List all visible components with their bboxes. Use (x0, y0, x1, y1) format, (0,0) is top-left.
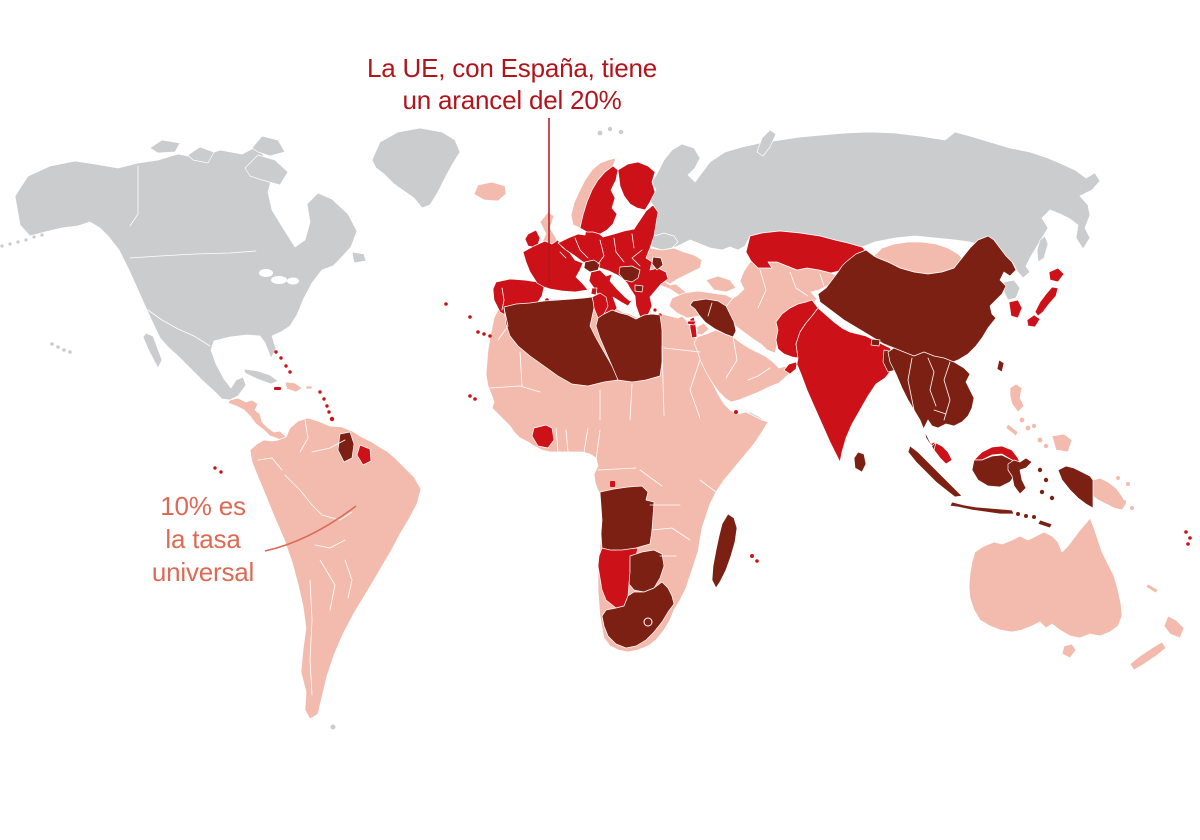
country-north-macedonia (634, 284, 644, 293)
country-moldova (651, 256, 664, 271)
country-iceland (473, 181, 507, 202)
country-north-korea (1003, 279, 1021, 301)
countries-rate-10 (227, 157, 1185, 720)
country-china (817, 235, 1017, 371)
island-luzon-philippines (1009, 383, 1025, 413)
moluccas-islands (1037, 467, 1055, 501)
country-south-korea (1008, 299, 1023, 319)
universal-annotation-line2: la tasa (165, 524, 241, 554)
island-taiwan (996, 359, 1005, 373)
island-cyprus (686, 320, 697, 326)
universal-annotation-line1: 10% es (160, 491, 246, 521)
country-france (522, 239, 589, 293)
lesser-sunda-islands (1016, 512, 1036, 519)
arctic-island-banks (149, 139, 181, 154)
island-sulawesi (1007, 457, 1033, 495)
country-angola (599, 485, 655, 551)
eu-annotation-line2: un arancel del 20% (402, 85, 622, 115)
country-india (783, 307, 893, 463)
country-french-guiana (356, 444, 372, 466)
region-cabinda (610, 481, 615, 487)
lakes (259, 269, 299, 285)
japan-hokkaido (1048, 267, 1065, 283)
region-arabia (693, 329, 790, 403)
island-hispaniola (284, 381, 303, 393)
country-switzerland (583, 259, 601, 273)
country-sri-lanka (853, 451, 867, 473)
region-caucasus (705, 275, 737, 293)
country-bhutan (870, 338, 881, 347)
island-palawan (1005, 423, 1019, 437)
country-algeria (503, 296, 619, 387)
island-sumatra (907, 445, 963, 498)
country-cuba (243, 368, 279, 385)
nz-south-island (1129, 641, 1167, 671)
japan-honshu (1034, 286, 1059, 317)
country-madagascar (711, 513, 738, 589)
island-newfoundland (351, 251, 367, 264)
island-timor (1037, 519, 1053, 529)
internal-borders (129, 165, 951, 696)
island-puerto-rico (305, 385, 313, 390)
region-serbia-bosnia (618, 265, 641, 283)
atlantic-islands-red (444, 302, 492, 401)
countries-rate-high (337, 235, 1094, 649)
svalbard-islands (597, 126, 624, 136)
falkland-islands (330, 724, 336, 730)
island-new-caledonia (1145, 583, 1159, 594)
region-central-eastern-eu (557, 204, 669, 326)
country-botswana (628, 549, 665, 593)
country-guyana (337, 431, 355, 463)
arctic-island-victoria (187, 146, 215, 164)
indian-ocean-islands-red (734, 410, 759, 563)
hawaii-islands (50, 342, 72, 354)
country-malaysia-borneo (973, 445, 1021, 464)
universal-annotation-curve (264, 505, 357, 552)
universal-annotation-label: 10% es la tasa universal (122, 490, 284, 589)
nz-north-island (1163, 615, 1185, 639)
country-finland (617, 161, 656, 211)
region-south-america (249, 417, 422, 720)
island-sakhalin (1036, 235, 1049, 263)
island-novaya-zemlya (756, 129, 777, 157)
country-israel-lebanon (689, 316, 698, 339)
pacific-islands-red (213, 466, 1192, 546)
eu-annotation-label: La UE, con España, tiene un arancel del … (320, 52, 704, 116)
country-greenland (371, 127, 461, 209)
annotation-lines (264, 118, 550, 552)
country-lesotho-ring (643, 617, 653, 627)
country-jordan (696, 322, 710, 336)
japan-kyushu (1026, 314, 1041, 328)
country-cote-divoire (531, 424, 555, 449)
country-sweden (579, 165, 619, 235)
country-libya (595, 309, 663, 383)
eu-annotation-line1: La UE, con España, tiene (366, 53, 658, 83)
melanesia-islands (1114, 476, 1134, 510)
island-tasmania (1061, 643, 1077, 659)
country-baja-california (142, 332, 163, 369)
island-corsica (590, 287, 598, 296)
country-australia (968, 517, 1123, 639)
arctic-island-ellesmere (251, 135, 286, 157)
country-south-africa (601, 581, 675, 649)
country-north-america (14, 146, 358, 401)
caribbean-islands-red (274, 350, 335, 422)
country-papua-new-guinea (1092, 477, 1127, 511)
aleutian-islands (0, 233, 44, 248)
region-papua-indonesia (1057, 465, 1094, 509)
arctic-island-baffin (244, 154, 289, 186)
region-indochina (887, 347, 975, 451)
visayas-islands (1019, 417, 1049, 449)
island-java (949, 501, 1015, 515)
island-mindanao (1051, 433, 1073, 453)
universal-annotation-line3: universal (151, 557, 255, 587)
region-central-america (227, 397, 287, 442)
